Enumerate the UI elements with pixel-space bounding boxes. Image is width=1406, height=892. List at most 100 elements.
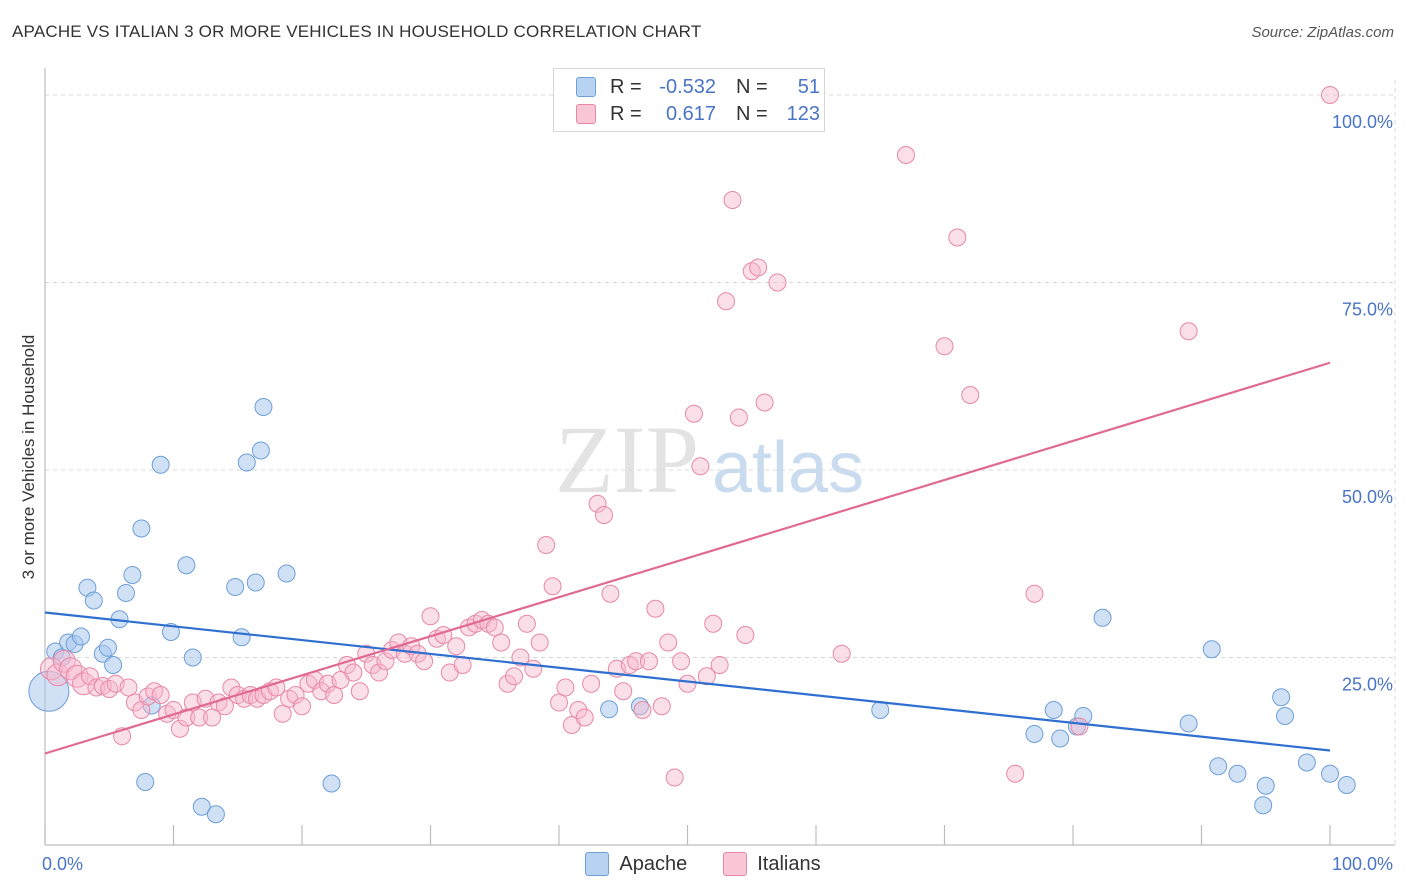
- apache-point: [161, 623, 180, 641]
- italian-point: [639, 652, 658, 671]
- italian-point: [614, 682, 633, 701]
- source-credit: Source: ZipAtlas.com: [1251, 24, 1394, 41]
- apache-point: [177, 556, 196, 575]
- italian-point: [370, 663, 389, 682]
- apache-point: [132, 519, 151, 538]
- italian-point: [267, 678, 286, 697]
- legend-label-italians: Italians: [757, 852, 821, 875]
- italian-point: [729, 408, 748, 427]
- apache-point: [1297, 753, 1316, 772]
- y-tick-label: 100.0%: [1332, 112, 1393, 132]
- apache-point: [206, 805, 225, 824]
- apache-point: [1179, 714, 1198, 733]
- italian-point: [697, 667, 716, 686]
- apache-point: [277, 564, 296, 583]
- chart-title: APACHE VS ITALIAN 3 OR MORE VEHICLES IN …: [12, 22, 702, 41]
- apache-point: [1254, 796, 1273, 815]
- watermark: ZIP atlas: [555, 406, 864, 513]
- apache-point: [322, 774, 341, 793]
- apache-point: [1202, 640, 1221, 659]
- x-tick-label: 100.0%: [1332, 854, 1393, 874]
- italian-point: [524, 659, 543, 678]
- italian-point: [344, 663, 363, 682]
- italian-point: [65, 664, 89, 688]
- watermark-atlas: atlas: [712, 428, 864, 508]
- legend-r-label: R =: [610, 102, 642, 125]
- apache-point: [1321, 764, 1339, 783]
- italian-point: [723, 191, 742, 209]
- italian-point: [659, 633, 678, 652]
- apache-point: [104, 656, 123, 674]
- y-tick-label: 75.0%: [1342, 300, 1393, 320]
- italian-point: [151, 686, 170, 704]
- italian-point: [1070, 717, 1089, 736]
- apache-point: [600, 700, 619, 719]
- italian-point: [588, 494, 607, 513]
- italian-point: [755, 393, 774, 412]
- italian-point: [710, 656, 729, 674]
- italian-point: [646, 599, 665, 618]
- italian-point: [582, 674, 601, 693]
- italian-point: [293, 697, 311, 716]
- italian-point: [286, 686, 305, 704]
- apache-point: [1044, 701, 1063, 719]
- italian-point: [203, 708, 222, 727]
- italian-point: [935, 337, 954, 356]
- italian-point: [170, 719, 189, 738]
- italian-point: [80, 667, 99, 686]
- trend-lines: [44, 361, 1331, 755]
- apache-point: [71, 627, 90, 646]
- italian-point: [749, 258, 768, 277]
- italian-point: [543, 577, 562, 596]
- apache-point: [1256, 776, 1275, 795]
- legend-row-apache: R = -0.532 N = 51: [576, 75, 820, 99]
- y-axis-label: 3 or more Vehicles in Household: [19, 335, 38, 580]
- apache-point: [151, 455, 170, 474]
- italians-swatch: [723, 852, 748, 876]
- apache-point: [183, 648, 202, 667]
- apache-point: [232, 628, 251, 647]
- y-tick-label: 25.0%: [1342, 675, 1393, 695]
- italian-point: [485, 618, 504, 637]
- italian-point: [537, 536, 556, 554]
- apache-point: [251, 441, 270, 460]
- italian-point: [684, 404, 703, 423]
- legend-n-label: N =: [736, 102, 768, 125]
- italian-point: [594, 506, 613, 524]
- italian-point: [1025, 584, 1044, 603]
- stats-legend: R = -0.532 N = 51 R = 0.617 N = 123: [553, 68, 825, 132]
- italian-point: [517, 614, 536, 633]
- legend-n-value: 51: [797, 75, 820, 98]
- apache-point: [254, 398, 273, 416]
- italian-point: [736, 626, 755, 644]
- italian-point: [376, 652, 395, 671]
- italian-point: [59, 657, 83, 681]
- italian-point: [350, 682, 369, 701]
- legend-label-apache: Apache: [619, 852, 688, 875]
- italian-trend-line: [44, 361, 1331, 755]
- italian-point: [832, 644, 851, 663]
- italian-series: [39, 86, 1339, 787]
- apache-point: [1093, 608, 1112, 627]
- apache-point: [192, 797, 211, 816]
- italian-point: [672, 652, 691, 671]
- apache-point: [1276, 707, 1295, 725]
- legend-n-label: N =: [736, 75, 768, 98]
- italian-point: [691, 457, 710, 476]
- italian-point: [575, 708, 594, 727]
- y-tick-labels: 25.0% 50.0% 75.0% 100.0%: [1332, 112, 1393, 695]
- apache-swatch: [585, 852, 610, 876]
- x-tick-labels: 0.0% 100.0%: [42, 854, 1393, 874]
- italian-point: [665, 768, 684, 787]
- legend-item-apache: Apache: [585, 852, 687, 876]
- legend-row-italians: R = 0.617 N = 123: [576, 102, 820, 126]
- apache-point: [136, 773, 155, 791]
- italian-point: [511, 648, 530, 667]
- x-tick-label: 0.0%: [42, 854, 83, 874]
- italian-point: [601, 584, 620, 603]
- apache-point: [1272, 688, 1291, 707]
- italian-point: [948, 228, 967, 247]
- italian-point: [52, 649, 76, 673]
- italian-point: [569, 701, 588, 719]
- italian-point: [633, 701, 652, 719]
